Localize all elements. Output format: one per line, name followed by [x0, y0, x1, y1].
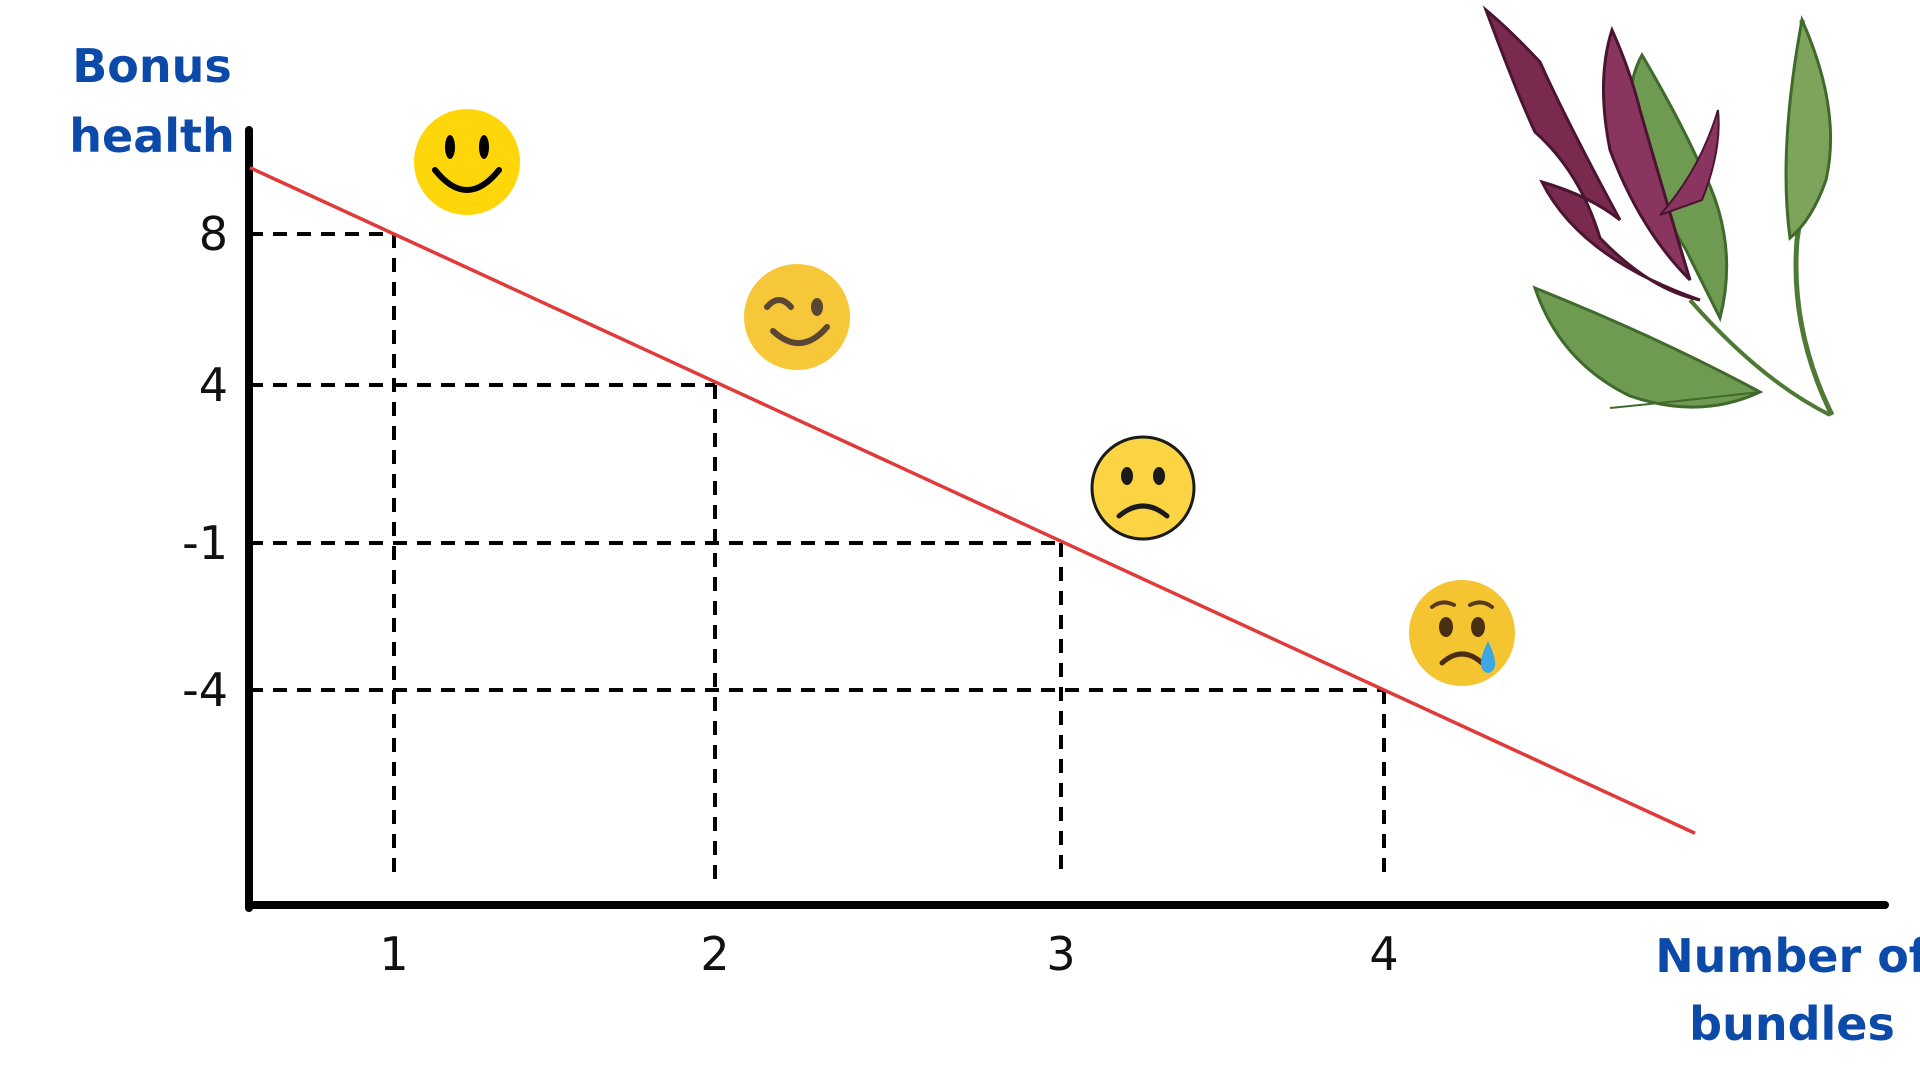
x-tick-label: 3	[1046, 927, 1075, 981]
x-axis-title-line-2: bundles	[1689, 997, 1895, 1051]
x-tick-labels: 1 2 3 4	[379, 927, 1398, 981]
amaranth-plant-illustration	[1482, 5, 1835, 417]
winking-face-icon	[744, 264, 850, 370]
x-tick-label: 2	[700, 927, 729, 981]
y-tick-label: 8	[199, 207, 228, 261]
x-axis-title-line-1: Number of	[1655, 929, 1920, 983]
x-tick-label: 4	[1369, 927, 1398, 981]
frowning-face-icon	[1090, 435, 1196, 541]
crying-face-icon	[1409, 580, 1515, 686]
y-tick-label: 4	[199, 358, 228, 412]
y-axis-title-line-2: health	[69, 109, 235, 163]
guide-lines	[249, 232, 1386, 880]
y-axis-title-line-1: Bonus	[72, 39, 232, 93]
y-tick-label: -4	[182, 663, 228, 717]
x-tick-label: 1	[379, 927, 408, 981]
y-tick-labels: 8 4 -1 -4	[182, 207, 228, 717]
y-tick-label: -1	[182, 516, 228, 570]
series-line	[249, 166, 1696, 835]
smiling-face-icon	[414, 109, 520, 215]
